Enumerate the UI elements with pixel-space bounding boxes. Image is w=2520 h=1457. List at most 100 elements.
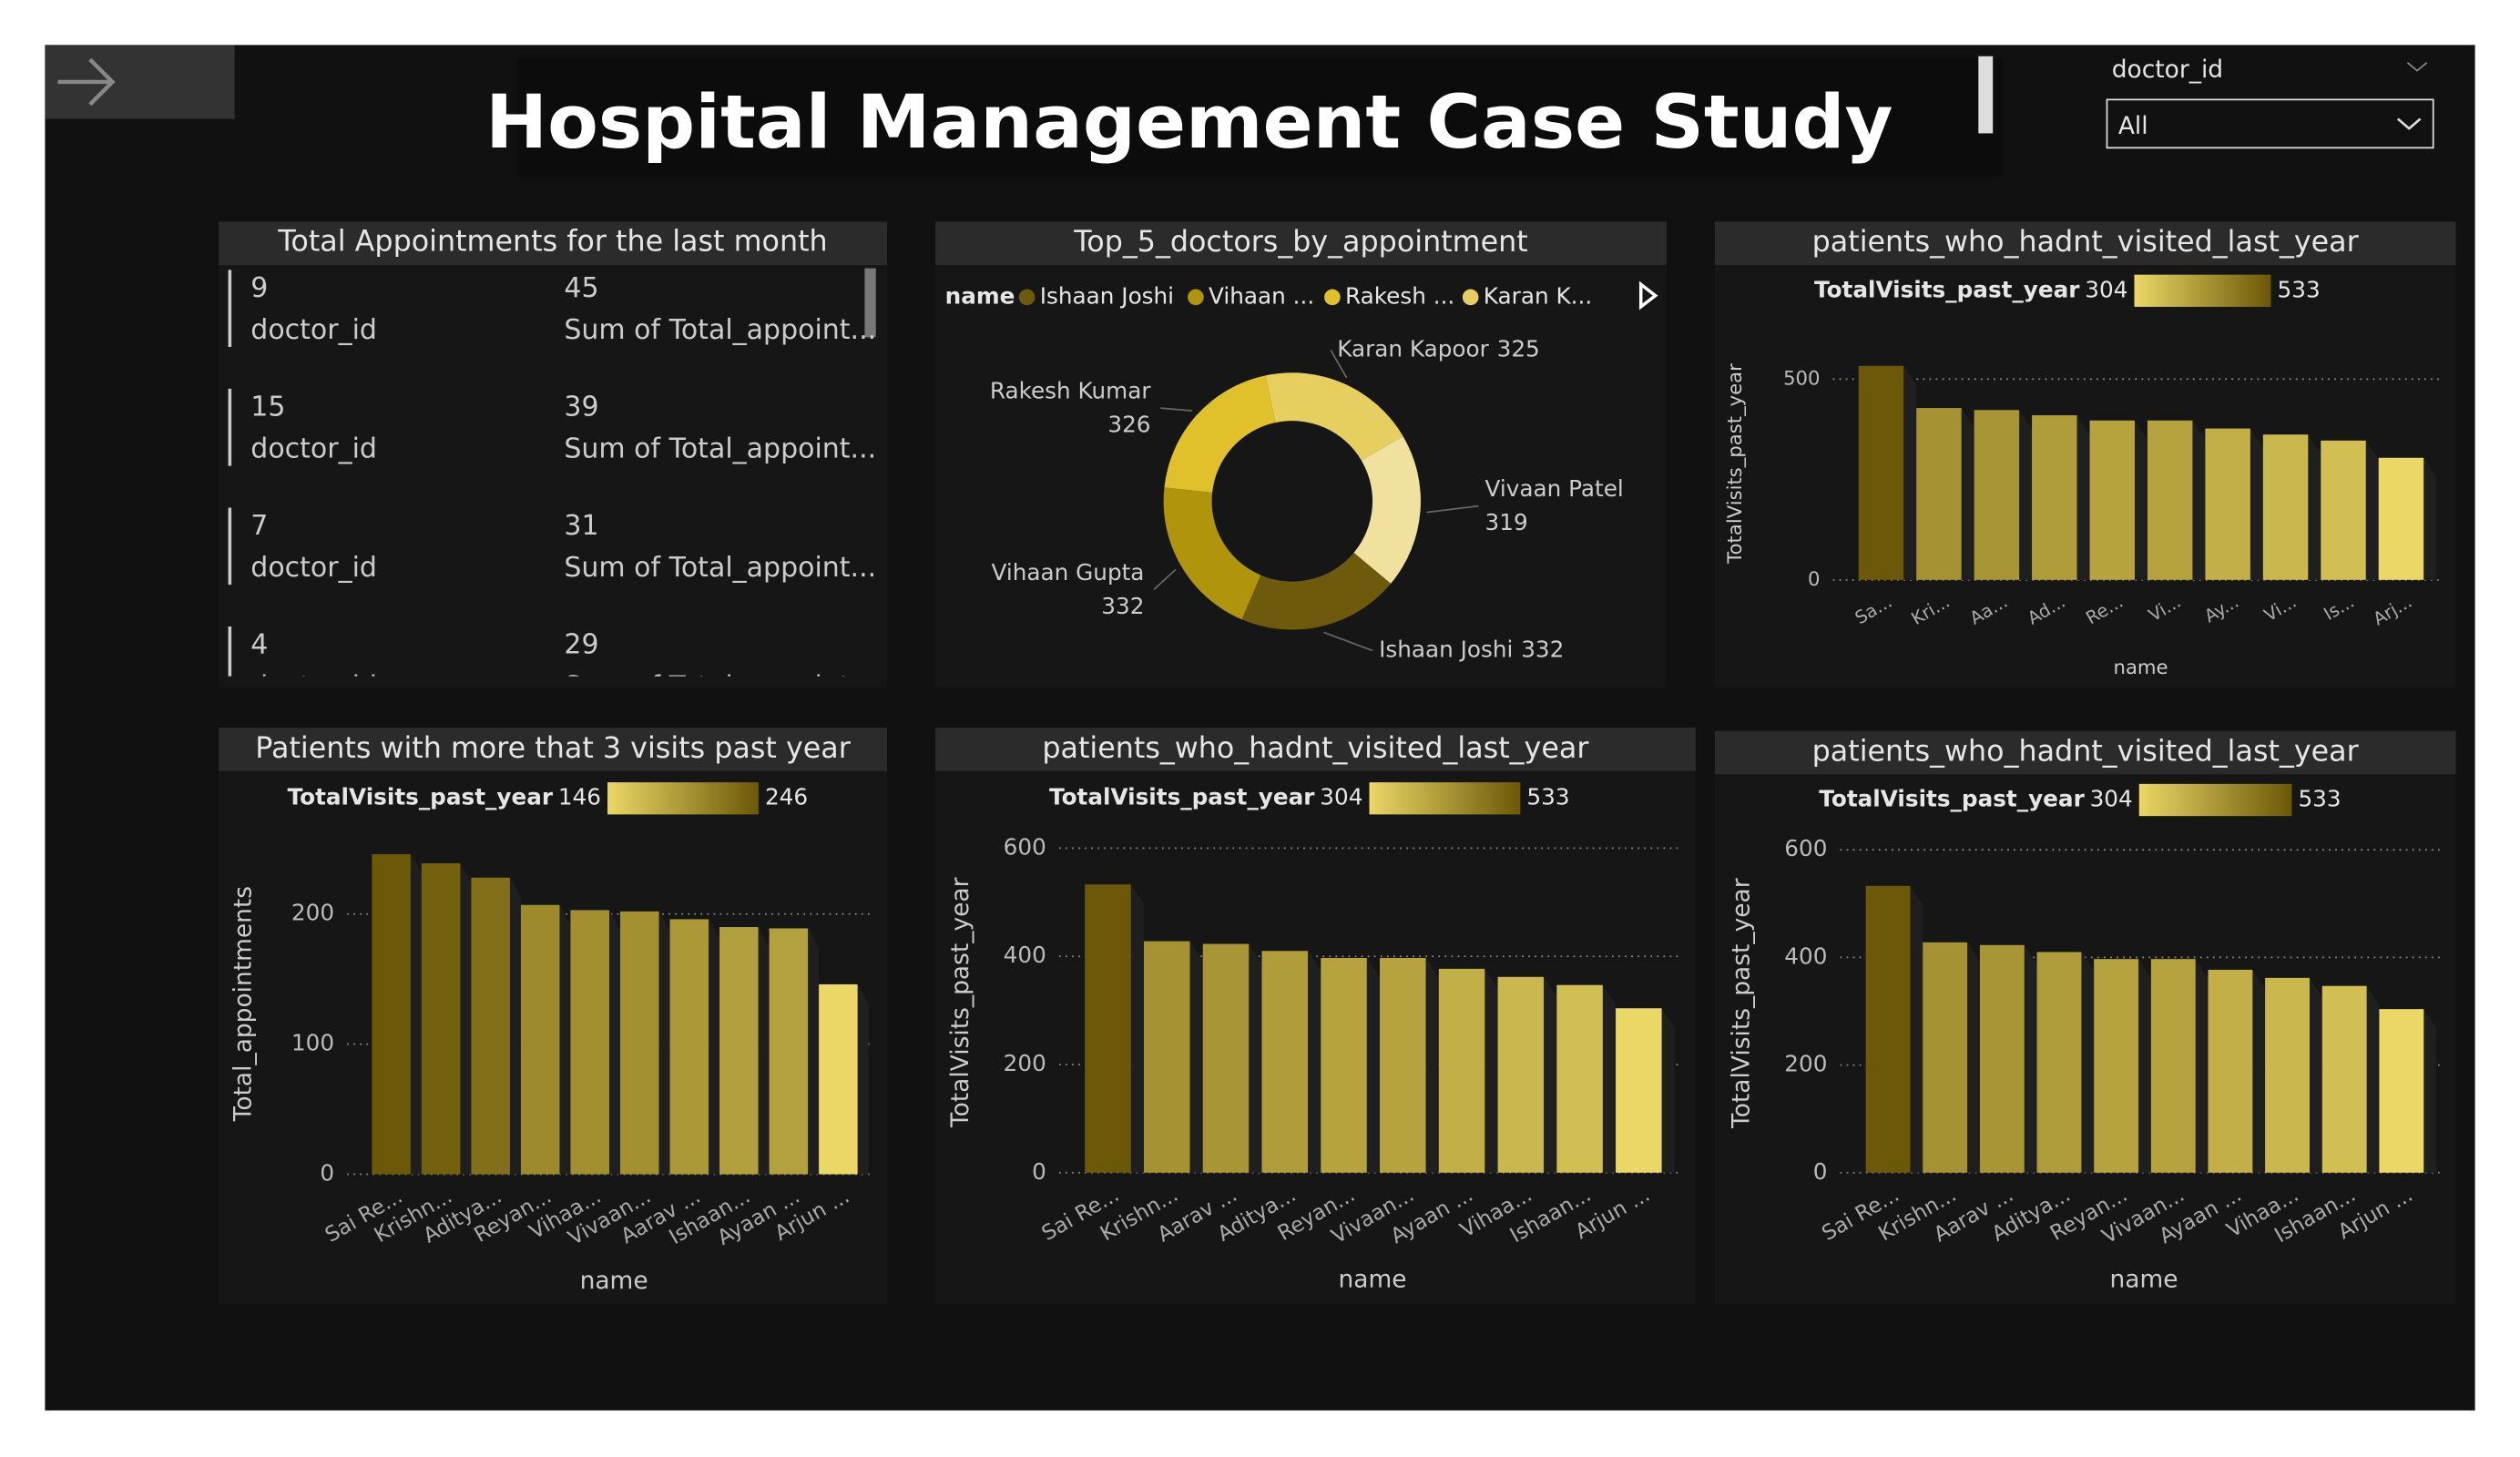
y-tick-label: 0	[1813, 1158, 1828, 1185]
bar-shadow	[1366, 957, 1381, 1173]
legend-label: Karan K...	[1484, 282, 1592, 309]
y-tick-label: 0	[1032, 1158, 1046, 1185]
donut-slice	[1164, 375, 1276, 493]
y-tick-label: 100	[291, 1030, 334, 1056]
x-axis-label: name	[2110, 1265, 2178, 1293]
legend-gradient	[2138, 783, 2292, 817]
scrollbar[interactable]	[864, 268, 876, 338]
legend-gradient	[1369, 782, 1521, 815]
bar	[520, 904, 560, 1175]
bar-shadow	[1249, 943, 1262, 1173]
legend-title: TotalVisits_past_year	[1049, 784, 1315, 810]
legend-dot	[1324, 289, 1341, 306]
bar-shadow	[1425, 957, 1439, 1173]
bar	[1616, 1008, 1662, 1173]
bar-shadow	[808, 928, 820, 1175]
y-tick-label: 200	[1004, 1050, 1046, 1076]
bar-shadow	[1308, 951, 1321, 1173]
y-tick-label: 400	[1784, 942, 1827, 969]
bar	[421, 863, 461, 1175]
card-value: 31	[564, 510, 598, 542]
legend-title: name	[945, 282, 1015, 309]
y-tick-label: 0	[320, 1160, 334, 1187]
page-title: Hospital Management Case Study	[485, 80, 1893, 166]
bar	[1979, 944, 2025, 1173]
title-box	[517, 57, 2003, 178]
bar	[471, 877, 510, 1175]
bar-shadow	[559, 904, 571, 1175]
arrow-icon	[57, 57, 116, 107]
legend-dot	[1188, 289, 1204, 306]
legend-min: 304	[2090, 786, 2133, 812]
bar-shadow	[1544, 976, 1557, 1173]
y-tick-label: 0	[1808, 567, 1820, 590]
data-label: Ishaan Joshi 332	[1379, 636, 1564, 662]
leader-line	[1330, 350, 1348, 379]
bar	[819, 983, 858, 1175]
y-tick-label: 600	[1004, 833, 1046, 860]
bar-shadow	[1484, 968, 1498, 1173]
bar-shadow	[2308, 434, 2321, 580]
bar	[2208, 969, 2253, 1173]
card-label: doctor_id	[250, 671, 377, 703]
panel-header	[1714, 221, 2456, 266]
panel-header	[1714, 730, 2456, 775]
data-label: Karan Kapoor 325	[1337, 336, 1540, 362]
card-label: Sum of Total_appoint...	[564, 552, 876, 584]
card-value: 45	[564, 272, 598, 304]
bar	[2147, 420, 2193, 580]
card-rows: 9 doctor_id 45 Sum of Total_appoint... 15 doc…	[228, 270, 876, 703]
bar-shadow	[857, 983, 869, 1175]
x-axis-label: name	[1339, 1265, 1407, 1293]
chevron[interactable]	[2406, 62, 2428, 72]
card-value: 29	[564, 629, 598, 661]
card-label: Sum of Total_appoint...	[564, 671, 876, 703]
y-axis-label: Total_appointments	[230, 886, 258, 1122]
bar	[1143, 941, 1190, 1173]
slicer-dropdown[interactable]	[2106, 98, 2434, 149]
y-tick-label: 400	[1004, 942, 1046, 968]
chart-title: patients_who_hadnt_visited_last_year	[1812, 735, 2360, 768]
bar	[1202, 943, 1250, 1173]
chart-title: patients_who_hadnt_visited_last_year	[1812, 226, 2360, 259]
legend-title: TotalVisits_past_year	[288, 784, 554, 810]
y-axis-label: TotalVisits_past_year	[1727, 878, 1755, 1129]
donut-slice	[1353, 435, 1421, 584]
bar	[1974, 410, 2020, 580]
legend-min: 304	[2085, 276, 2127, 302]
card-panel	[218, 221, 888, 688]
bar-shadow	[2076, 415, 2090, 580]
data-label: 326	[1107, 411, 1150, 437]
bar-shadow	[2135, 420, 2148, 580]
data-label: Rakesh Kumar	[990, 377, 1152, 403]
legend-max: 533	[2298, 786, 2341, 812]
card-value: 4	[250, 629, 268, 661]
bar-shadow	[2250, 428, 2263, 580]
x-axis-label: name	[580, 1267, 648, 1295]
bar-shadow	[709, 919, 720, 1175]
panel-header	[218, 221, 888, 266]
y-tick-label: 200	[1784, 1051, 1827, 1077]
bar-shadow	[1189, 941, 1203, 1173]
bar	[2094, 959, 2139, 1173]
label-value: 325	[1497, 336, 1540, 362]
bar-shadow	[2192, 420, 2206, 580]
chart-title: Top_5_doctors_by_appointment	[1073, 226, 1527, 259]
chart-title: patients_who_hadnt_visited_last_year	[1042, 732, 1589, 765]
bar	[769, 928, 809, 1175]
label-value: 332	[1521, 636, 1564, 662]
bar-shadow	[410, 854, 422, 1175]
bar	[2378, 457, 2424, 580]
slicer-label: doctor_id	[2112, 56, 2223, 84]
slicer-value: All	[2118, 112, 2148, 140]
legend-min: 304	[1320, 784, 1362, 810]
bar-shadow	[1661, 1008, 1675, 1173]
legend-title: TotalVisits_past_year	[1814, 276, 2080, 302]
bar-shadow	[2138, 959, 2151, 1173]
legend-next[interactable]	[1638, 280, 1658, 311]
panel-header	[218, 728, 888, 771]
bar	[1865, 885, 1911, 1173]
legend-max: 533	[1526, 784, 1569, 810]
legend-label: Rakesh ...	[1345, 282, 1454, 309]
